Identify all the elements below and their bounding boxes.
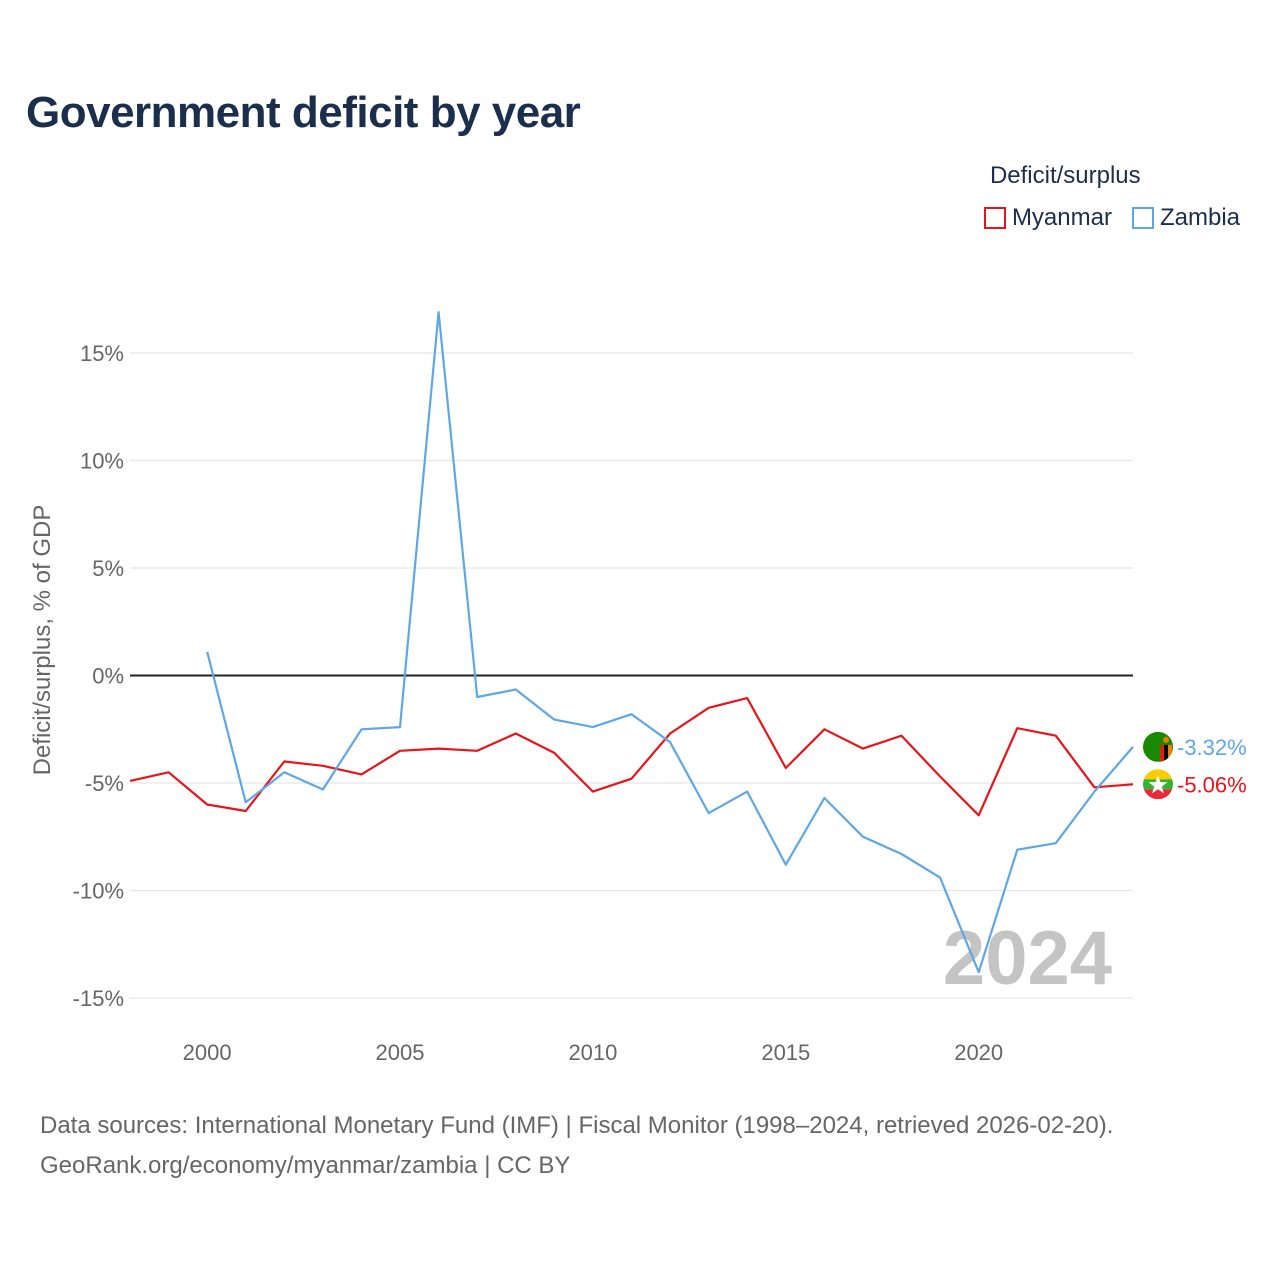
series-line-zambia[interactable] bbox=[206, 311, 1134, 974]
grid-lines bbox=[130, 352, 1133, 999]
series-line-myanmar[interactable] bbox=[129, 696, 1134, 817]
zambia-flag-icon bbox=[1143, 731, 1173, 762]
legend-item-myanmar[interactable]: Myanmar bbox=[983, 204, 1112, 232]
data-sources: Data sources: International Monetary Fun… bbox=[40, 1112, 1114, 1139]
legend-item-zambia[interactable]: Zambia bbox=[1131, 204, 1240, 232]
x-tick-label: 2020 bbox=[954, 1040, 1003, 1065]
series-lines bbox=[129, 311, 1134, 974]
x-tick-label: 2000 bbox=[183, 1040, 232, 1065]
end-value-label-zambia: -3.32% bbox=[1177, 735, 1247, 760]
series-end-markers: -5.06% -3.32% bbox=[1143, 731, 1247, 800]
x-tick-label: 2005 bbox=[376, 1040, 425, 1065]
y-tick-label: -15% bbox=[73, 986, 124, 1011]
credit-line[interactable]: GeoRank.org/economy/myanmar/zambia | CC … bbox=[40, 1152, 571, 1179]
myanmar-flag-icon bbox=[1143, 769, 1173, 800]
x-tick-label: 2010 bbox=[568, 1040, 617, 1065]
year-watermark: 2024 bbox=[943, 916, 1112, 1001]
chart-title: Government deficit by year bbox=[26, 88, 581, 137]
y-axis-ticks: 15% 10% 5% 0% -5% -10% -15% bbox=[73, 341, 124, 1011]
legend-label-zambia: Zambia bbox=[1159, 204, 1240, 231]
x-tick-label: 2015 bbox=[761, 1040, 810, 1065]
footer: Data sources: International Monetary Fun… bbox=[40, 1106, 1113, 1186]
legend-swatch-myanmar bbox=[983, 207, 1006, 229]
y-tick-label: 5% bbox=[92, 556, 124, 581]
y-tick-label: -5% bbox=[85, 771, 124, 796]
x-axis-ticks: 2000 2005 2010 2015 2020 bbox=[183, 1040, 1003, 1065]
legend-swatch-zambia bbox=[1131, 207, 1154, 229]
legend-title: Deficit/surplus bbox=[989, 162, 1141, 189]
legend-label-myanmar: Myanmar bbox=[1011, 204, 1112, 231]
y-tick-label: 15% bbox=[80, 341, 124, 366]
y-tick-label: 0% bbox=[92, 664, 124, 689]
end-value-label-myanmar: -5.06% bbox=[1177, 772, 1247, 797]
y-tick-label: 10% bbox=[80, 449, 124, 474]
y-axis-label: Deficit/surplus, % of GDP bbox=[29, 505, 56, 776]
legend: Deficit/surplus Myanmar Zambia bbox=[983, 162, 1240, 232]
y-tick-label: -10% bbox=[73, 879, 124, 904]
